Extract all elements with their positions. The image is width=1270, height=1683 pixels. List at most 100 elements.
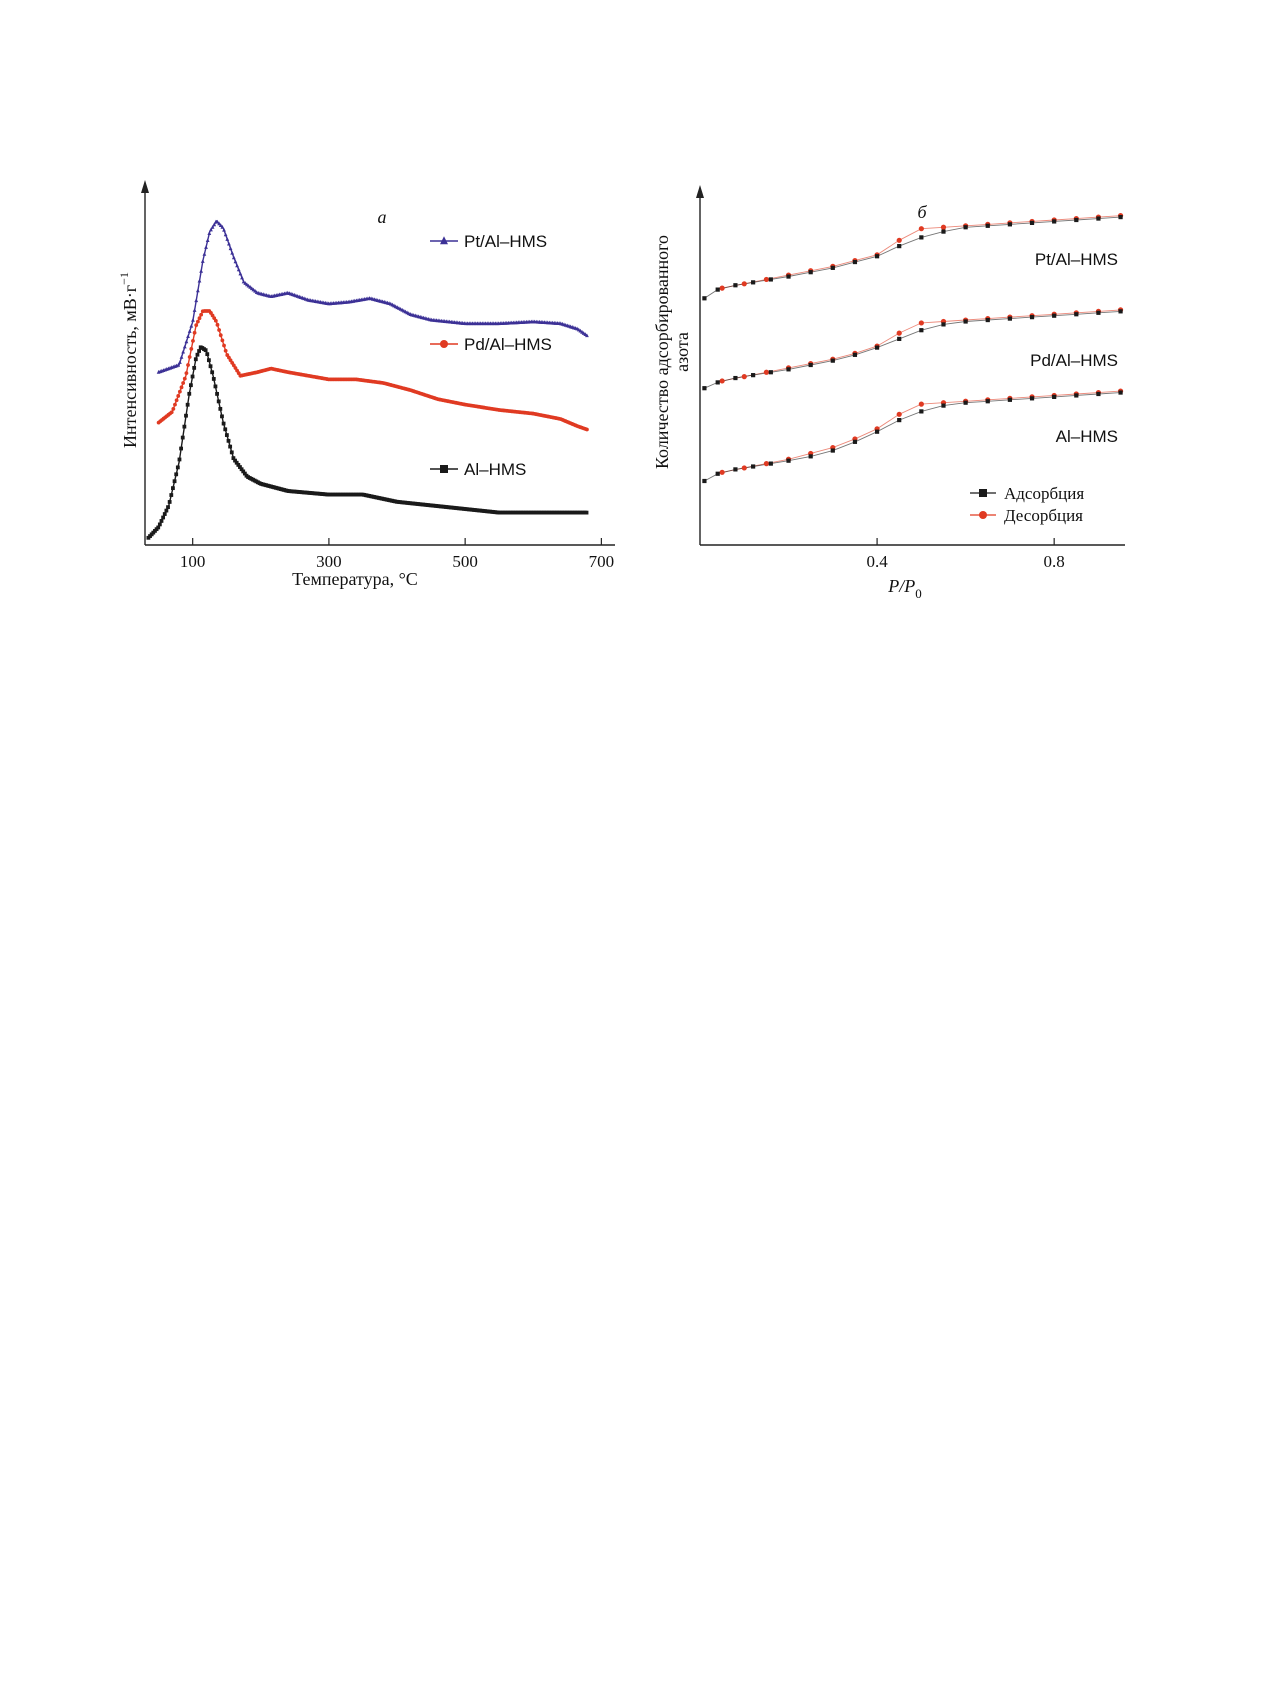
panel-b-adsorption-point (852, 352, 858, 357)
panel-a-x-axis-title: Температура, °C (292, 569, 418, 589)
panel-a-legend-marker (440, 236, 448, 245)
panel-a-series-point (191, 317, 195, 322)
panel-b-adsorption-point (1007, 222, 1012, 227)
panel-a-series-point (223, 348, 228, 353)
panel-b-adsorption-point (941, 322, 946, 327)
panel-a-series-point (203, 348, 208, 353)
panel-b-adsorption-point (941, 229, 946, 234)
panel-a-series-point (169, 493, 174, 497)
panel-b-adsorption-point (1074, 312, 1079, 317)
panel-a-series-point (217, 328, 222, 332)
panel-b-adsorption-point (1096, 391, 1101, 397)
panel-a-series-point (241, 279, 246, 284)
panel-b-desorption-point (896, 411, 902, 417)
panel-b-adsorption-point (897, 418, 902, 423)
panel-a-series-label: Al–HMS (464, 460, 526, 479)
panel-b-adsorption-point (897, 244, 902, 249)
panel-a-series-point (186, 363, 190, 367)
panel-b-adsorption-point (985, 399, 990, 404)
panel-a-series-point (187, 391, 192, 396)
panel-a-series-point (189, 347, 194, 351)
panel-a-x-tick-label: 300 (316, 552, 342, 571)
panel-b-desorption-point (940, 224, 947, 230)
panel-a-legend-marker (440, 340, 448, 348)
panel-a-series-point (234, 460, 239, 465)
panel-b-chart: 0.4 0.8 Pt/Al–HMS Pd/Al–HMS Al–HMS б P/P0 К… (652, 185, 1125, 601)
panel-a-series-point (179, 446, 184, 451)
panel-a-series-point (172, 479, 177, 484)
panel-a-series-line (147, 345, 588, 539)
panel-b-adsorption-point (874, 345, 880, 350)
panel-a-series-point (174, 472, 179, 477)
panel-a-series-point (184, 339, 189, 344)
panel-b-adsorption-point (1074, 217, 1079, 223)
panel-b-adsorption-point (1074, 393, 1079, 398)
panel-a-series-point (167, 500, 172, 504)
panel-a-series-point (204, 245, 208, 249)
panel-b-adsorption-point (1029, 315, 1035, 320)
panel-a-series-point (236, 463, 241, 467)
panel-a-series-point (210, 224, 215, 229)
panel-a-series-point (220, 338, 225, 343)
panel-a-series-point (223, 232, 228, 237)
panel-b-adsorption-point (1052, 219, 1057, 224)
panel-a-series-point (187, 329, 192, 333)
panel-a-series-point (233, 259, 238, 264)
panel-b-adsorption-point (768, 461, 773, 466)
panel-a-series-point (197, 316, 202, 321)
panel-b-x-axis-title-sub: 0 (915, 586, 922, 601)
panel-a-series-point (182, 376, 187, 381)
panel-b-desorption-point (741, 374, 747, 380)
panel-b-adsorption-point (751, 373, 756, 378)
panel-b-group-label: Al–HMS (1056, 427, 1118, 446)
panel-b-adsorption-point (941, 403, 946, 408)
panel-b-series (702, 213, 1124, 484)
panel-a-series-point (173, 402, 177, 407)
panel-a-series-point (208, 364, 213, 369)
panel-b-desorption-point (763, 461, 770, 467)
panel-b-desorption-point (719, 285, 725, 291)
panel-b-adsorption-point (808, 270, 813, 275)
panel-a-series-point (179, 385, 184, 390)
panel-a-series-point (156, 525, 161, 530)
panel-a-series-point (231, 456, 236, 461)
panel-b-adsorption-point (830, 265, 835, 270)
panel-a-series-point (220, 224, 225, 229)
panel-a-series-point (162, 512, 167, 516)
panel-a-series-point (192, 365, 197, 370)
panel-a-series-point (176, 394, 181, 398)
panel-b-adsorption-point (768, 370, 773, 375)
panel-a-series-point (187, 355, 192, 359)
panel-b-adsorption-point (1096, 216, 1101, 221)
panel-a-series-point (231, 255, 236, 260)
panel-a-series-point (194, 323, 199, 328)
panel-a-series-point (211, 377, 216, 381)
panel-a-series-point (195, 352, 200, 357)
panel-b-legend-marker (979, 511, 987, 519)
panel-a-series-point (157, 522, 162, 527)
panel-a-series-point (238, 271, 243, 276)
panel-a-series-point (585, 333, 589, 338)
panel-b-adsorption-point (715, 471, 720, 476)
panel-a-letter: а (378, 207, 387, 227)
panel-b-desorption-point (763, 276, 770, 283)
panel-b-adsorption-point (1118, 309, 1123, 314)
panel-b-adsorption-point (874, 429, 880, 434)
panel-b-adsorption-point (702, 478, 707, 484)
panel-a-series-point (189, 323, 194, 328)
panel-a-series-point (159, 519, 164, 523)
panel-a-series-point (207, 231, 212, 236)
panel-b-adsorption-point (1007, 316, 1012, 321)
panel-b-adsorption-point (808, 362, 813, 368)
panel-a-series-point (185, 402, 190, 407)
panel-b-adsorption-point (786, 274, 791, 279)
panel-b-adsorption-point (1052, 313, 1057, 318)
panel-a-series-point (223, 427, 228, 432)
panel-a-series-point (205, 238, 210, 242)
panel-a-series-point (585, 427, 589, 432)
panel-b-desorption-point (741, 465, 747, 471)
panel-a-series-point (177, 360, 182, 364)
panel-a-series-point (166, 505, 170, 510)
panel-a-series-point (179, 354, 184, 359)
